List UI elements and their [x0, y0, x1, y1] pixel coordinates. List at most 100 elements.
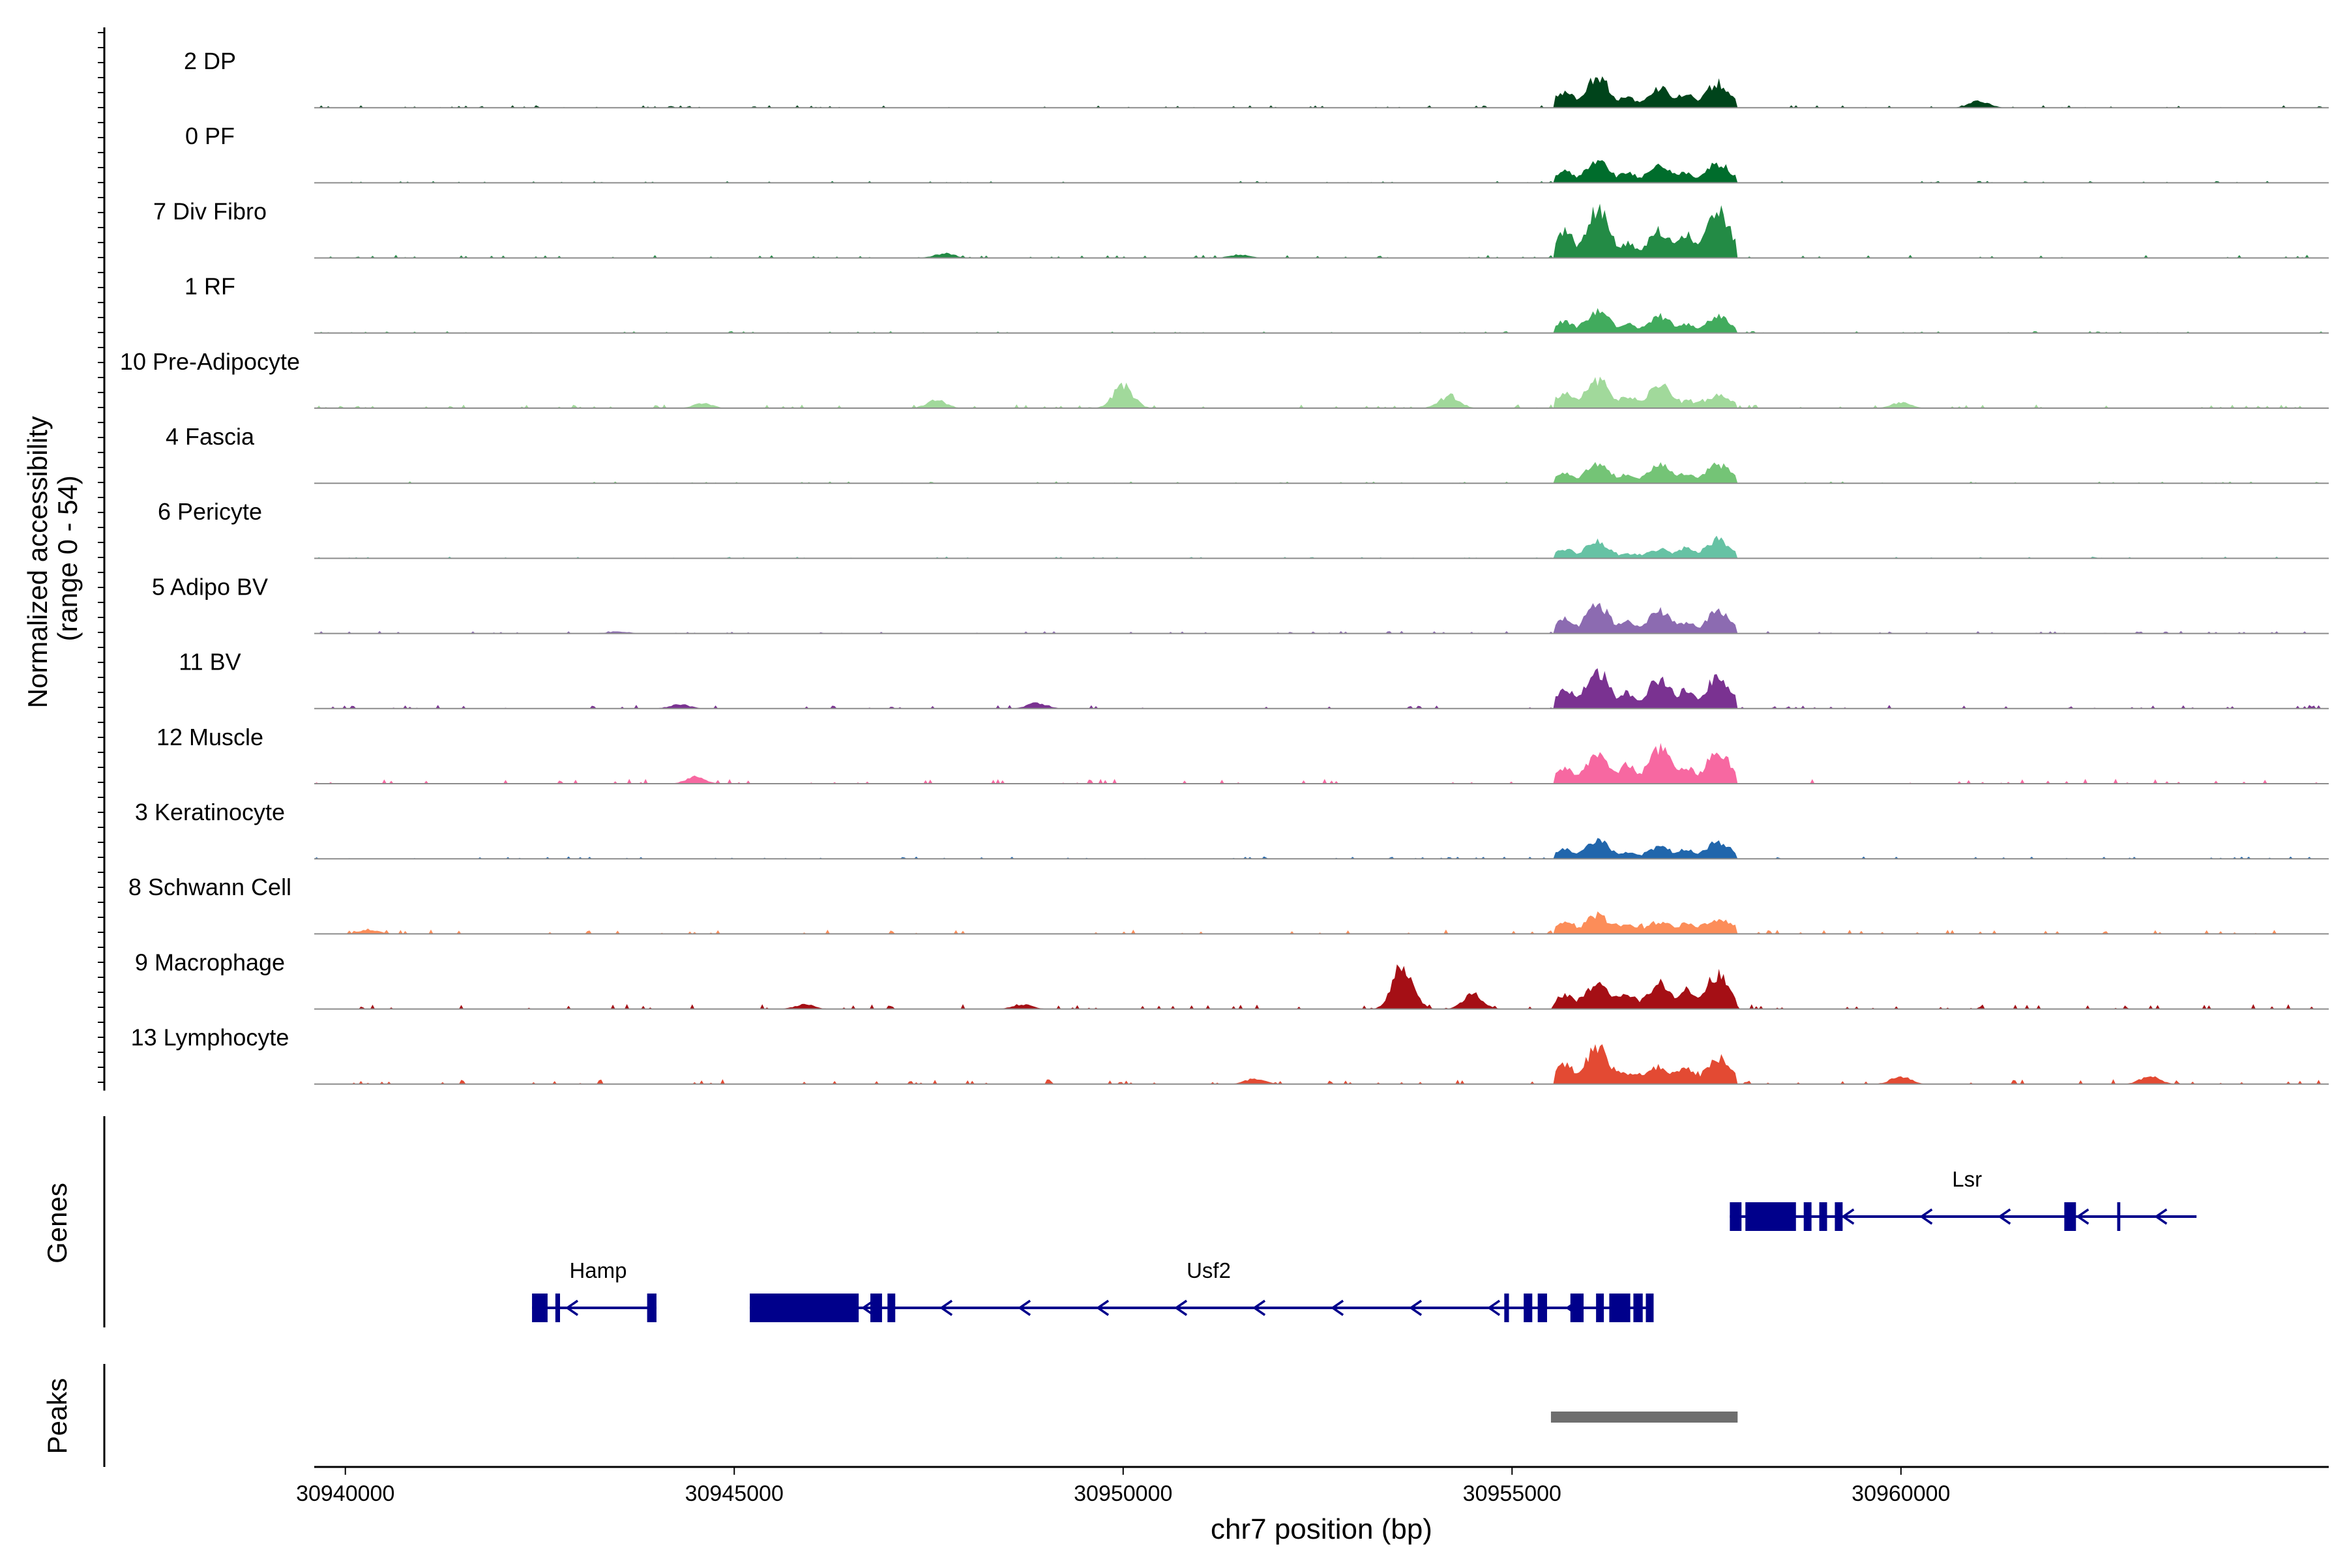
track-4-fascia: 4 Fascia	[166, 423, 2329, 484]
gene-name-label: Lsr	[1952, 1167, 1982, 1191]
gene-exon	[1819, 1202, 1827, 1231]
gene-exon	[887, 1294, 896, 1322]
track-label: 13 Lymphocyte	[131, 1024, 289, 1051]
gene-exon	[1835, 1202, 1843, 1231]
strand-arrow-icon	[1252, 1299, 1266, 1316]
gene-lsr: Lsr	[1730, 1167, 2197, 1231]
track-9-macrophage: 9 Macrophage	[135, 949, 2329, 1010]
coverage-area	[314, 203, 2329, 258]
gene-exon	[1524, 1294, 1533, 1322]
gene-exon	[1646, 1294, 1654, 1322]
coverage-area	[314, 911, 2329, 934]
track-7-div-fibro: 7 Div Fibro	[153, 198, 2329, 259]
track-label: 1 RF	[185, 273, 235, 300]
track-label: 11 BV	[179, 649, 241, 675]
genes-panel-label: Genes	[42, 1183, 72, 1264]
track-label: 8 Schwann Cell	[128, 874, 291, 900]
track-label: 12 Muscle	[156, 724, 263, 750]
track-label: 5 Adipo BV	[152, 573, 268, 600]
gene-exon	[1609, 1294, 1631, 1322]
gene-exon	[1570, 1294, 1584, 1322]
gene-usf2: Usf2	[750, 1258, 1654, 1322]
peak-region-bar	[1550, 1412, 1738, 1423]
track-10-pre-adipocyte: 10 Pre-Adipocyte	[120, 348, 2329, 409]
strand-arrow-icon	[1174, 1299, 1188, 1316]
track-label: 0 PF	[185, 123, 235, 149]
peak-regions-track	[1550, 1412, 1738, 1423]
track-13-lymphocyte: 13 Lymphocyte	[131, 1024, 2329, 1085]
strand-arrow-icon	[2154, 1208, 2168, 1225]
track-8-schwann-cell: 8 Schwann Cell	[128, 874, 2329, 935]
coverage-area	[314, 838, 2329, 859]
gene-exon	[2117, 1202, 2121, 1231]
track-3-keratinocyte: 3 Keratinocyte	[135, 799, 2329, 860]
peaks-panel-label: Peaks	[42, 1378, 72, 1455]
strand-arrow-icon	[1018, 1299, 1031, 1316]
coverage-tracks: 2 DP 0 PF 7 Div Fibro 1 RF 10 Pre-Adipocyte 4…	[120, 48, 2329, 1085]
y-axis-label-line2: (range 0 - 54)	[52, 475, 83, 641]
coverage-area	[314, 308, 2329, 333]
strand-arrow-icon	[1919, 1208, 1933, 1225]
gene-exon	[1504, 1294, 1509, 1322]
track-2-dp: 2 DP	[184, 48, 2329, 109]
strand-arrow-icon	[1841, 1208, 1855, 1225]
strand-arrow-icon	[1998, 1208, 2011, 1225]
strand-arrow-icon	[939, 1299, 953, 1316]
coverage-area	[314, 462, 2329, 484]
coverage-area	[314, 743, 2329, 784]
x-tick-label: 30955000	[1463, 1481, 1561, 1506]
gene-exon	[555, 1294, 561, 1322]
gene-exon	[647, 1294, 657, 1322]
track-label: 10 Pre-Adipocyte	[120, 348, 300, 375]
gene-exon	[2064, 1202, 2076, 1231]
strand-arrow-icon	[861, 1299, 875, 1316]
track-5-adipo-bv: 5 Adipo BV	[152, 573, 2329, 634]
strand-arrow-icon	[1487, 1299, 1501, 1316]
track-12-muscle: 12 Muscle	[156, 724, 2329, 784]
gene-exon	[750, 1294, 859, 1322]
track-label: 3 Keratinocyte	[135, 799, 285, 825]
gene-name-label: Hamp	[569, 1258, 627, 1282]
x-axis-label: chr7 position (bp)	[1211, 1513, 1432, 1545]
strand-arrow-icon	[1096, 1299, 1110, 1316]
x-tick-label: 30950000	[1074, 1481, 1172, 1506]
gene-exon	[870, 1294, 882, 1322]
track-label: 7 Div Fibro	[153, 198, 267, 224]
gene-exon	[1745, 1202, 1796, 1231]
track-label: 2 DP	[184, 48, 236, 74]
coverage-area	[314, 668, 2329, 709]
y-axis-label: Normalized accessibility (range 0 - 54)	[22, 408, 83, 708]
gene-exon	[532, 1294, 548, 1322]
coverage-area	[314, 160, 2329, 183]
track-label: 9 Macrophage	[135, 949, 285, 975]
gene-exon	[1633, 1294, 1643, 1322]
coverage-area	[314, 1044, 2329, 1084]
track-label: 4 Fascia	[166, 423, 255, 450]
track-0-pf: 0 PF	[185, 123, 2329, 184]
y-axis-label-line1: Normalized accessibility	[22, 416, 53, 708]
coverage-area	[314, 376, 2329, 408]
coverage-area	[314, 535, 2329, 559]
track-1-rf: 1 RF	[185, 273, 2329, 334]
gene-name-label: Usf2	[1187, 1258, 1231, 1282]
gene-exon	[1730, 1202, 1742, 1231]
gene-exon	[1803, 1202, 1812, 1231]
gene-exon	[1596, 1294, 1604, 1322]
coverage-area	[314, 964, 2329, 1009]
strand-arrow-icon	[1409, 1299, 1423, 1316]
track-6-pericyte: 6 Pericyte	[158, 498, 2329, 559]
x-tick-label: 30945000	[685, 1481, 784, 1506]
strand-arrow-icon	[2076, 1208, 2089, 1225]
track-11-bv: 11 BV	[179, 649, 2329, 709]
x-tick-label: 30960000	[1852, 1481, 1950, 1506]
gene-exon	[1537, 1294, 1547, 1322]
gene-annotation-track: Lsr Hamp Usf2	[532, 1167, 2197, 1322]
x-tick-label: 30940000	[296, 1481, 394, 1506]
gene-hamp: Hamp	[532, 1258, 657, 1322]
strand-arrow-icon	[565, 1299, 579, 1316]
track-label: 6 Pericyte	[158, 498, 262, 525]
coverage-area	[314, 76, 2329, 108]
axes: 30940000 30945000 30950000 30955000 30960000	[98, 27, 2329, 1506]
